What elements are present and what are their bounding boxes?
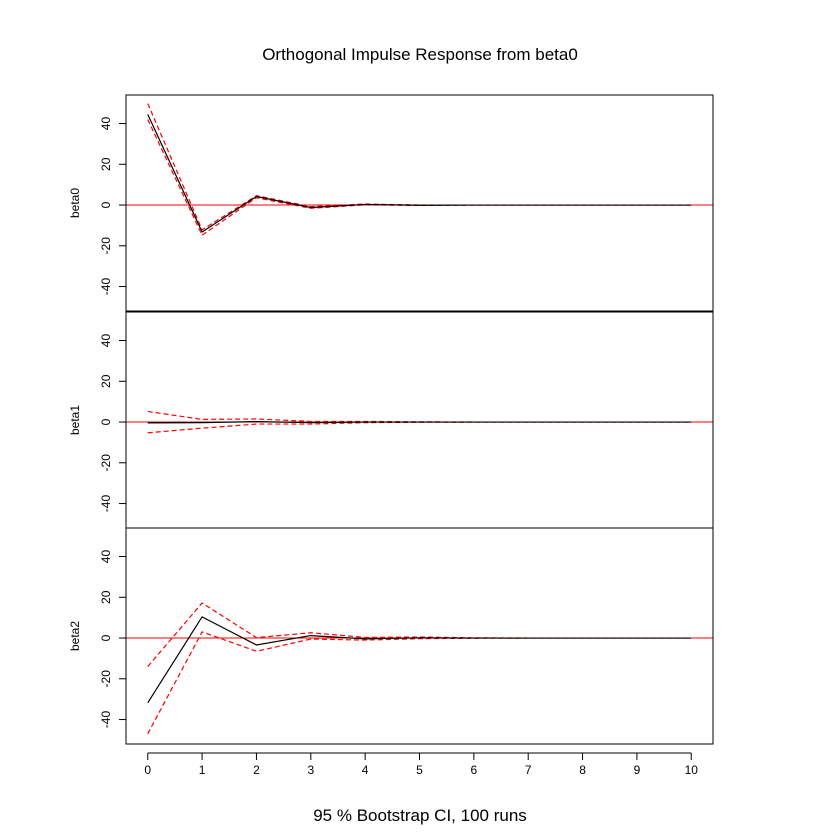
x-tick-label: 10 bbox=[685, 763, 699, 777]
y-tick-label: 20 bbox=[99, 590, 113, 604]
x-tick-label: 2 bbox=[253, 763, 260, 777]
x-axis: 0 1 2 3 4 5 6 7 8 9 10 bbox=[144, 752, 699, 777]
y-tick-label: 0 bbox=[99, 418, 113, 425]
ci-lower-line bbox=[147, 421, 692, 434]
y-tick-label: 0 bbox=[99, 201, 113, 208]
x-tick-label: 6 bbox=[471, 763, 478, 777]
y-tick-label: 40 bbox=[99, 550, 113, 564]
y-tick-label: 0 bbox=[99, 634, 113, 641]
response-line bbox=[147, 616, 692, 704]
ci-lower-line bbox=[147, 631, 692, 735]
panel-label-beta1: beta1 bbox=[68, 405, 82, 435]
y-tick-label: -40 bbox=[99, 711, 113, 729]
chart-title: Orthogonal Impulse Response from beta0 bbox=[262, 45, 578, 64]
y-tick-label: -20 bbox=[99, 237, 113, 255]
panel-beta0: -40 -20 0 20 40 beta0 bbox=[68, 94, 714, 312]
y-tick-label: 40 bbox=[99, 334, 113, 348]
y-tick-label: 20 bbox=[99, 157, 113, 171]
y-tick-label: -40 bbox=[99, 495, 113, 513]
ci-upper-line bbox=[147, 410, 692, 423]
y-tick-label: 20 bbox=[99, 374, 113, 388]
panel-frame bbox=[125, 94, 714, 312]
panel-beta2: -40 -20 0 20 40 beta2 bbox=[68, 527, 714, 745]
ci-lower-line bbox=[147, 119, 692, 237]
y-tick-label: -20 bbox=[99, 670, 113, 688]
panel-frame bbox=[125, 527, 714, 745]
y-tick-label: -20 bbox=[99, 454, 113, 472]
x-tick-label: 0 bbox=[144, 763, 151, 777]
panel-beta1: -40 -20 0 20 40 beta1 bbox=[68, 311, 714, 529]
x-tick-label: 3 bbox=[307, 763, 314, 777]
x-tick-label: 7 bbox=[525, 763, 532, 777]
x-tick-label: 4 bbox=[362, 763, 369, 777]
x-tick-label: 1 bbox=[199, 763, 206, 777]
x-tick-label: 8 bbox=[579, 763, 586, 777]
ci-upper-line bbox=[147, 103, 692, 231]
y-tick-label: 40 bbox=[99, 117, 113, 131]
response-line bbox=[147, 114, 692, 233]
x-tick-label: 5 bbox=[416, 763, 423, 777]
panels-group: -40 -20 0 20 40 beta0 -40 -20 0 20 40 beta1 -40 -20 0 2… bbox=[68, 94, 714, 745]
panel-frame bbox=[125, 311, 714, 529]
y-tick-label: -40 bbox=[99, 278, 113, 296]
ci-upper-line bbox=[147, 602, 692, 667]
response-line bbox=[147, 421, 692, 424]
x-tick-label: 9 bbox=[634, 763, 641, 777]
panel-label-beta2: beta2 bbox=[68, 621, 82, 651]
x-axis-label: 95 % Bootstrap CI, 100 runs bbox=[313, 806, 527, 825]
panel-label-beta0: beta0 bbox=[68, 188, 82, 218]
